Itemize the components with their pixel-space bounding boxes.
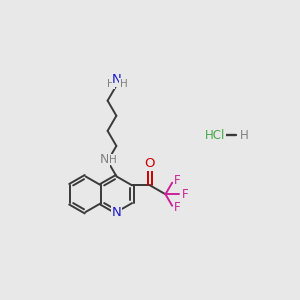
Text: N: N	[100, 153, 110, 167]
Text: H: H	[120, 79, 128, 89]
Text: F: F	[174, 201, 181, 214]
Text: H: H	[107, 79, 115, 89]
Text: N: N	[112, 73, 122, 86]
Text: H: H	[109, 155, 117, 165]
Text: F: F	[174, 174, 181, 187]
Text: O: O	[145, 158, 155, 170]
Text: HCl: HCl	[205, 129, 225, 142]
Text: H: H	[240, 129, 248, 142]
Text: F: F	[182, 188, 188, 201]
Text: N: N	[112, 206, 122, 218]
